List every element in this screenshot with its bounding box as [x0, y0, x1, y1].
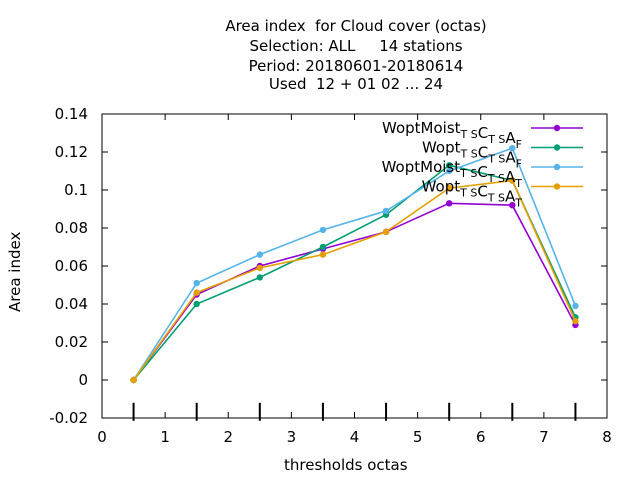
- legend-subscript: T S: [487, 153, 505, 166]
- x-tick-label: 2: [223, 428, 233, 446]
- legend-subscript: T S: [460, 128, 478, 141]
- legend-text: Wopt: [422, 139, 461, 157]
- legend-marker: [553, 124, 561, 132]
- x-tick-label: 0: [97, 428, 107, 446]
- data-point: [445, 167, 453, 175]
- legend-item: WoptT SCT SAT: [422, 178, 583, 210]
- legend-label: WoptT SCT SAT: [422, 178, 523, 210]
- data-point: [193, 300, 200, 308]
- legend-subscript: T S: [487, 192, 505, 205]
- legend-label: WoptMoistT SCT SAT: [382, 158, 523, 190]
- data-point: [193, 289, 200, 296]
- legend-subscript: T S: [487, 172, 505, 185]
- data-point: [509, 202, 516, 209]
- legend-subscript: T S: [460, 148, 478, 161]
- y-tick-label: 0.14: [55, 105, 88, 123]
- title-line-1: Area index for Cloud cover (octas): [225, 17, 487, 35]
- y-tick-label: 0.04: [55, 295, 88, 313]
- legend-subscript: F: [516, 158, 522, 171]
- legend-text: C: [477, 163, 487, 181]
- legend-text: A: [505, 168, 516, 186]
- legend-text: A: [505, 149, 516, 167]
- x-tick-label: 4: [350, 428, 360, 446]
- series-line: [132, 179, 577, 381]
- data-point: [130, 376, 137, 384]
- legend-subscript: T S: [459, 167, 477, 180]
- x-tick-label: 8: [602, 428, 612, 446]
- legend-subscript: T S: [459, 187, 477, 200]
- plot-frame: [101, 113, 608, 419]
- legend-subscript: T S: [487, 133, 505, 146]
- legend-item: WoptMoistT SCT SAF: [382, 119, 583, 151]
- legend-text: WoptMoist: [382, 119, 461, 137]
- legend-text: C: [478, 124, 488, 142]
- legend-text: A: [505, 188, 516, 206]
- y-tick-label: 0.08: [55, 219, 88, 237]
- data-point: [572, 302, 579, 310]
- y-tick-label: 0.12: [55, 143, 88, 161]
- data-point: [256, 264, 264, 272]
- title-line-2: Selection: ALL 14 stations: [249, 37, 463, 55]
- series-line: [132, 164, 577, 381]
- data-point: [256, 251, 264, 258]
- data-point: [382, 207, 390, 215]
- legend-item: WoptMoistT SCT SAT: [382, 158, 583, 190]
- legend-marker: [553, 163, 561, 171]
- legend-text: WoptMoist: [382, 158, 461, 176]
- data-point: [509, 145, 516, 152]
- title-line-3: Period: 20180601-20180614: [248, 57, 464, 75]
- legend-marker: [553, 183, 561, 190]
- data-point: [319, 251, 327, 258]
- legend-text: C: [477, 183, 487, 201]
- y-axis-label: Area index: [6, 231, 24, 312]
- series-line: [132, 147, 577, 381]
- series-Wopt_TSC_TSA_T: [130, 177, 579, 384]
- legend-subscript: T: [514, 197, 522, 210]
- x-tick-label: 3: [287, 428, 297, 446]
- y-tick-label: 0.02: [55, 333, 88, 351]
- y-tick-label: 0.06: [55, 257, 88, 275]
- series-line: [132, 202, 577, 381]
- legend-marker: [553, 144, 561, 151]
- data-point: [445, 200, 453, 207]
- title-line-4: Used 12 + 01 02 ... 24: [268, 75, 444, 93]
- legend-text: A: [505, 129, 516, 147]
- x-tick-label: 7: [539, 428, 549, 446]
- x-tick-label: 5: [413, 428, 423, 446]
- data-point: [319, 243, 327, 251]
- y-tick-label: -0.02: [49, 409, 88, 427]
- data-point: [445, 162, 453, 169]
- legend-subscript: T: [514, 177, 522, 190]
- legend-text: C: [478, 144, 488, 162]
- series-WoptMoist_TSC_TSA_T: [130, 145, 579, 384]
- data-point: [509, 177, 516, 184]
- legend-subscript: F: [516, 138, 522, 151]
- data-point: [256, 274, 264, 281]
- y-tick-label: 0.1: [64, 181, 88, 199]
- legend-label: WoptT SCT SAF: [422, 139, 522, 171]
- data-point: [319, 226, 327, 234]
- y-tick-label: 0: [78, 371, 88, 389]
- x-tick-label: 1: [160, 428, 170, 446]
- x-tick-label: 6: [476, 428, 486, 446]
- x-axis-label: thresholds octas: [284, 456, 408, 474]
- legend-item: WoptT SCT SAF: [422, 139, 583, 171]
- legend-text: Wopt: [422, 178, 461, 196]
- data-point: [382, 228, 390, 235]
- legend-label: WoptMoistT SCT SAF: [382, 119, 522, 151]
- data-point: [572, 317, 579, 325]
- data-point: [445, 184, 453, 192]
- data-point: [193, 279, 200, 287]
